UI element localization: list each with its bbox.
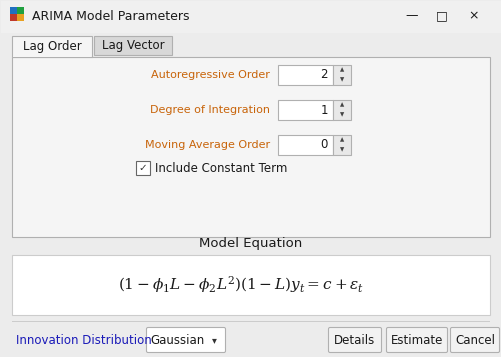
Text: Cancel: Cancel xyxy=(454,333,494,347)
Text: Degree of Integration: Degree of Integration xyxy=(150,105,270,115)
Text: ▼: ▼ xyxy=(339,112,344,117)
Text: Lag Vector: Lag Vector xyxy=(102,39,164,52)
Text: Moving Average Order: Moving Average Order xyxy=(145,140,270,150)
Text: Lag Order: Lag Order xyxy=(23,40,81,53)
Text: —: — xyxy=(405,10,417,22)
Text: $(1 - \phi_1 L - \phi_2 L^2)(1 - L)y_t = c + \varepsilon_t$: $(1 - \phi_1 L - \phi_2 L^2)(1 - L)y_t =… xyxy=(118,275,363,296)
Bar xyxy=(94,36,172,55)
Bar xyxy=(13,55,91,57)
Text: Estimate: Estimate xyxy=(390,333,442,347)
Text: Innovation Distribution: Innovation Distribution xyxy=(16,333,151,347)
Bar xyxy=(12,36,92,57)
Text: ×: × xyxy=(468,10,478,22)
Text: □: □ xyxy=(435,10,447,22)
Text: ▼: ▼ xyxy=(339,147,344,152)
Bar xyxy=(278,100,332,120)
Bar xyxy=(12,321,489,322)
Text: ▾: ▾ xyxy=(211,335,216,345)
Text: ▲: ▲ xyxy=(339,137,344,142)
Text: ▲: ▲ xyxy=(339,67,344,72)
FancyBboxPatch shape xyxy=(386,327,446,352)
Bar xyxy=(332,135,350,155)
FancyBboxPatch shape xyxy=(146,327,225,352)
Text: ▼: ▼ xyxy=(339,77,344,82)
Text: Details: Details xyxy=(334,333,375,347)
Bar xyxy=(332,65,350,85)
Bar xyxy=(278,65,332,85)
Text: 2: 2 xyxy=(320,69,327,81)
FancyBboxPatch shape xyxy=(328,327,381,352)
Bar xyxy=(136,161,150,175)
Text: Autoregressive Order: Autoregressive Order xyxy=(151,70,270,80)
Bar xyxy=(10,14,17,21)
Bar xyxy=(278,135,332,155)
Bar xyxy=(17,7,24,14)
Text: 1: 1 xyxy=(320,104,327,116)
Text: ✓: ✓ xyxy=(138,163,147,173)
Bar xyxy=(12,57,489,237)
FancyBboxPatch shape xyxy=(449,327,498,352)
Bar xyxy=(332,100,350,120)
Bar xyxy=(17,14,24,21)
Bar xyxy=(12,255,489,315)
Bar xyxy=(1,1,500,33)
Text: ▲: ▲ xyxy=(339,102,344,107)
Bar xyxy=(10,7,17,14)
Text: ARIMA Model Parameters: ARIMA Model Parameters xyxy=(32,10,189,22)
Text: Gaussian: Gaussian xyxy=(151,333,205,347)
Text: 0: 0 xyxy=(320,139,327,151)
Text: Model Equation: Model Equation xyxy=(199,236,302,250)
Bar xyxy=(1,32,500,33)
Text: Include Constant Term: Include Constant Term xyxy=(155,161,287,175)
